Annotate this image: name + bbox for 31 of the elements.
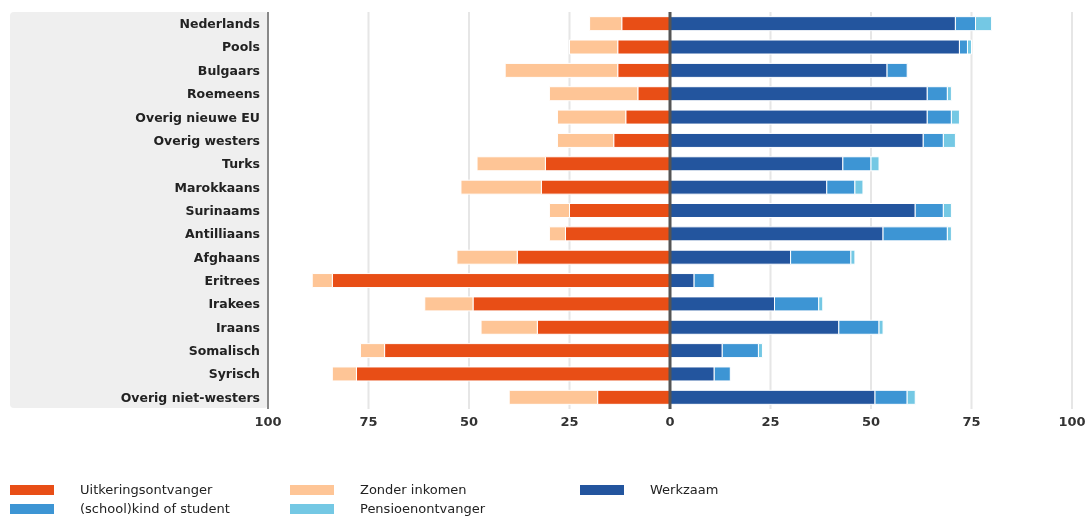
x-tick-label: 75: [359, 414, 378, 430]
y-tick-label: Overig westers: [153, 132, 260, 148]
y-tick-label: Overig niet-westers: [120, 389, 260, 405]
legend-label: Uitkeringsontvanger: [80, 482, 213, 497]
x-tick-label: 50: [861, 414, 881, 430]
y-tick-label: Syrisch: [208, 366, 260, 382]
y-tick-label: Marokkaans: [174, 179, 260, 195]
y-tick-label: Surinaams: [185, 202, 260, 218]
legend-label: Werkzaam: [650, 482, 719, 497]
y-tick-label: Bulgaars: [197, 62, 260, 78]
x-tick-label: 100: [254, 414, 282, 430]
x-tick-label: 25: [560, 414, 579, 430]
y-tick-label: Eritrees: [204, 273, 260, 288]
y-tick-label: Afghaans: [193, 249, 260, 265]
y-tick-label: Turks: [222, 156, 260, 172]
y-tick-label: Antilliaans: [185, 226, 260, 242]
y-tick-label: Irakees: [208, 296, 260, 312]
legend-label: Pensioenontvanger: [360, 501, 485, 516]
y-tick-label: Pools: [221, 39, 260, 55]
y-tick-label: Iraans: [215, 319, 260, 335]
y-tick-label: Somalisch: [188, 343, 260, 359]
y-tick-label: Overig nieuwe EU: [135, 109, 260, 125]
x-tick-label: 50: [459, 414, 479, 430]
x-tick-label: 75: [962, 414, 981, 430]
x-tick-label: 0: [665, 414, 675, 430]
legend-label: Zonder inkomen: [360, 482, 467, 497]
x-tick-label: 100: [1058, 414, 1086, 430]
y-tick-label: Nederlands: [179, 16, 260, 32]
legend-label: (school)kind of student: [80, 501, 230, 516]
y-tick-label: Roemeens: [186, 86, 260, 102]
x-tick-label: 25: [761, 414, 780, 430]
